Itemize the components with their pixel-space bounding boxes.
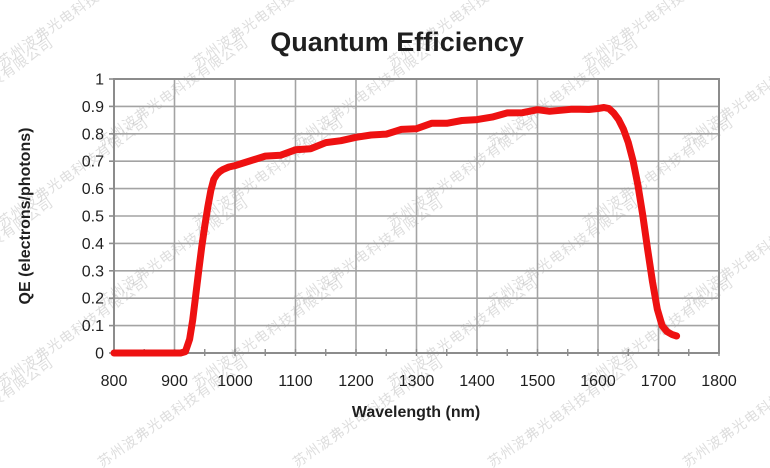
x-tick-label: 1500 [520,373,556,390]
x-tick-label: 1700 [641,373,677,390]
y-tick-label: 0 [95,346,104,363]
x-tick-label: 1000 [217,373,253,390]
y-tick-label: 1 [95,72,104,89]
y-tick-label: 0.6 [82,181,104,198]
x-tick-label: 1800 [701,373,737,390]
qe-curve [110,104,681,357]
y-tick-label: 0.7 [82,154,104,171]
y-tick-label: 0.9 [82,99,104,116]
y-tick-label: 0.5 [82,209,104,226]
y-axis-title: QE (electrons/photons) [17,128,34,305]
chart-title: Quantum Efficiency [270,27,524,57]
y-tick-label: 0.2 [82,291,104,308]
y-tick-label: 0.3 [82,263,104,280]
x-tick-labels: 800 900 1000 1100 1200 1300 1400 1500 1600 1700 18… [101,373,737,390]
x-tick-label: 900 [161,373,188,390]
x-tick-label: 1100 [278,373,313,390]
y-tick-labels: 0 0.1 0.2 0.3 0.4 0.5 0.6 0.7 0.8 0.9 1 [82,72,104,363]
x-tick-label: 1400 [459,373,495,390]
x-tick-label: 800 [101,373,128,390]
x-tick-label: 1200 [338,373,374,390]
y-tick-label: 0.8 [82,126,104,143]
x-axis-title: Wavelength (nm) [352,404,480,421]
x-tick-label: 1300 [399,373,435,390]
y-tick-label: 0.1 [82,318,104,335]
axis-ticks [109,78,720,356]
x-tick-label: 1600 [580,373,616,390]
y-tick-label: 0.4 [82,236,104,253]
